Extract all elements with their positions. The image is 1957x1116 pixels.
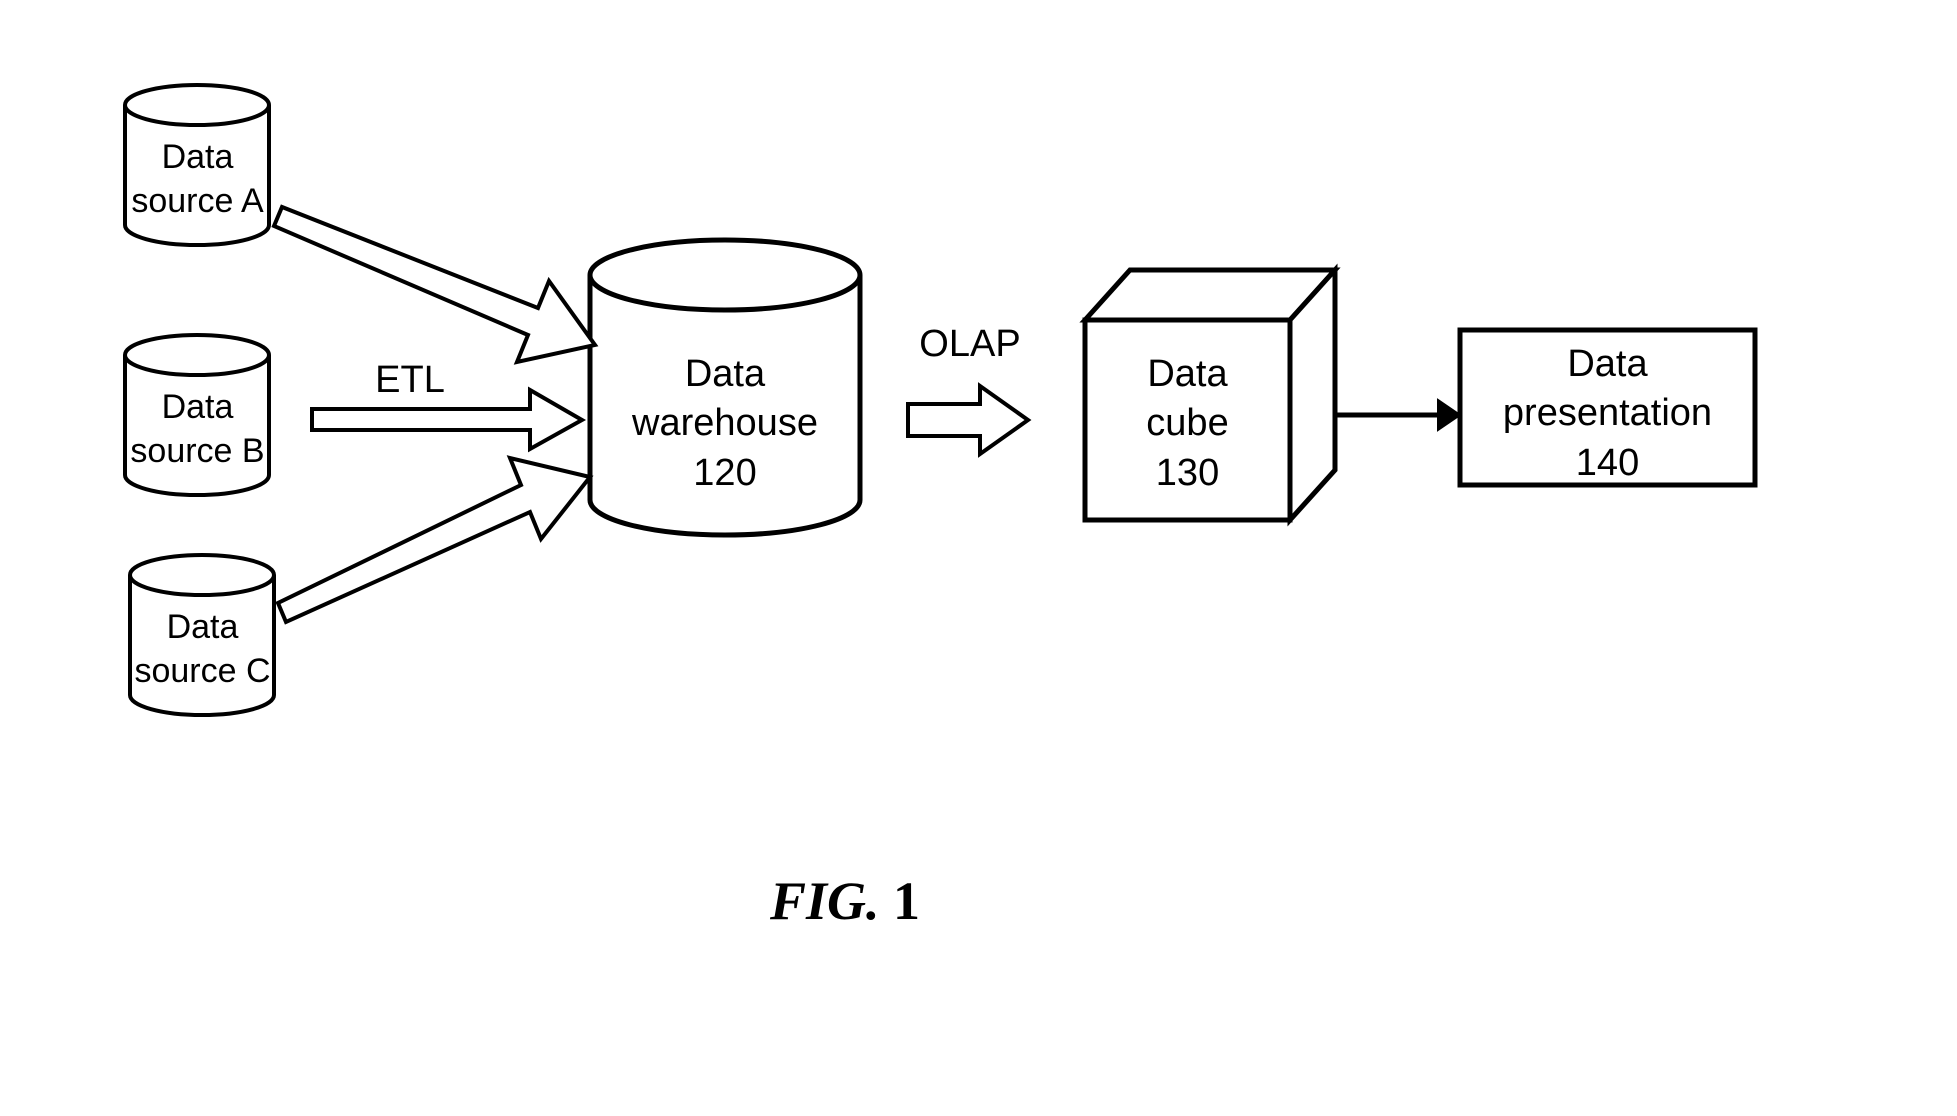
- caption-number: 1: [893, 871, 920, 931]
- label-line: Data: [162, 388, 234, 426]
- arrow-wh-to-cube: [908, 386, 1028, 454]
- label-text: OLAP: [919, 323, 1020, 365]
- arrow-cube-to-pres: [1335, 400, 1460, 430]
- label-line: cube: [1146, 402, 1228, 444]
- label-line: presentation: [1503, 392, 1712, 434]
- label-line: warehouse: [632, 402, 818, 444]
- label-line: Data: [1567, 343, 1647, 385]
- node-source-b-label: Data source B: [125, 385, 270, 473]
- node-warehouse-label: Data warehouse 120: [590, 350, 860, 498]
- arrow-c-to-wh: [278, 458, 590, 622]
- diagram-svg: [0, 0, 1957, 1116]
- label-line: 120: [693, 452, 756, 494]
- arrow-a-to-wh: [274, 207, 595, 362]
- node-presentation-label: Data presentation 140: [1460, 340, 1755, 488]
- figure-caption: FIG. 1: [770, 870, 920, 932]
- edge-label-etl: ETL: [370, 356, 450, 405]
- node-cube-label: Data cube 130: [1085, 350, 1290, 498]
- label-line: Data: [1147, 353, 1227, 395]
- label-text: ETL: [375, 359, 445, 401]
- node-source-c-label: Data source C: [130, 605, 275, 693]
- caption-prefix: FIG.: [770, 871, 880, 931]
- label-line: source C: [134, 652, 270, 690]
- label-line: Data: [162, 138, 234, 176]
- label-line: Data: [685, 353, 765, 395]
- label-line: 140: [1576, 442, 1639, 484]
- label-line: source B: [130, 432, 264, 470]
- edge-label-olap: OLAP: [910, 320, 1030, 369]
- label-line: Data: [167, 608, 239, 646]
- label-line: 130: [1156, 452, 1219, 494]
- diagram-container: Data source A Data source B Data source …: [0, 0, 1957, 1116]
- label-line: source A: [131, 182, 263, 220]
- node-source-a-label: Data source A: [125, 135, 270, 223]
